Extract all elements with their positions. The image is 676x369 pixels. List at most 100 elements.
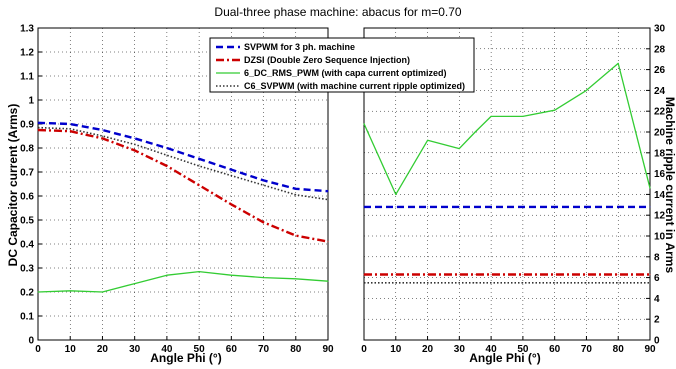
left-series-0-point — [69, 123, 71, 125]
right-series-3-point — [426, 282, 429, 284]
left-series-2-point — [327, 280, 329, 282]
right-y-tick-label: 2 — [654, 315, 660, 326]
right-series-0-point — [585, 206, 588, 208]
right-series-1-point — [522, 273, 524, 276]
right-y-tick-label: 4 — [654, 294, 660, 305]
left-series-3-point — [198, 165, 200, 167]
right-x-tick-label: 0 — [361, 344, 367, 355]
left-series-0-point — [198, 158, 200, 160]
left-series-0-point — [134, 137, 136, 139]
left-y-tick-label: 0.6 — [20, 192, 34, 203]
left-series-2-point — [230, 274, 232, 276]
right-x-tick-label: 80 — [613, 344, 625, 355]
right-series-3-point — [395, 282, 397, 284]
right-series-2-point — [490, 115, 492, 117]
left-series-2-point — [166, 274, 168, 276]
left-y-tick-label: 0.1 — [20, 312, 34, 323]
right-x-tick-label: 50 — [517, 344, 529, 355]
left-y-tick-label: 0.7 — [20, 168, 34, 179]
left-y-tick-label: 0.8 — [20, 144, 34, 155]
left-series-1-point — [198, 184, 200, 186]
left-series-3-point — [262, 184, 265, 186]
legend-label-1: DZSI (Double Zero Sequence Injection) — [244, 55, 410, 65]
left-series-0-point — [101, 129, 104, 131]
left-x-tick-label: 40 — [161, 344, 173, 355]
left-plot-frame — [37, 27, 329, 341]
left-series-0-point — [262, 179, 265, 181]
left-plot: 0 10 20 30 40 50 60 70 80 90 0 0.1 0.2 0.3 0.4 0.5 0.6 0.… — [20, 24, 334, 356]
left-y-tick-label: 0.4 — [20, 240, 34, 251]
right-y-tick-label: 8 — [654, 252, 660, 263]
right-x-tick-label: 60 — [549, 344, 561, 355]
left-y-tick-label: 0.5 — [20, 216, 34, 227]
left-y-tick-label: 1 — [28, 96, 34, 107]
left-series-3-point — [101, 135, 104, 137]
right-x-tick-label: 10 — [390, 344, 402, 355]
legend-label-0: SVPWM for 3 ph. machine — [244, 42, 355, 52]
right-series-1-point — [395, 273, 397, 276]
right-x-tick-label: 70 — [581, 344, 593, 355]
right-series-3-point — [649, 282, 651, 284]
right-series-1-point — [585, 273, 588, 276]
right-x-axis-label: Angle Phi (°) — [469, 351, 540, 365]
left-series-3-point — [69, 128, 71, 130]
right-y-tick-label: 26 — [654, 65, 666, 76]
left-series-line-1 — [37, 128, 329, 243]
right-y-tick-label: 16 — [654, 169, 666, 180]
right-series-1-point — [649, 273, 651, 276]
right-series-0-point — [395, 206, 397, 208]
left-series-3-point — [37, 127, 39, 129]
right-series-3-point — [617, 282, 619, 284]
right-y-tick-label: 12 — [654, 211, 666, 222]
right-series-1-point — [458, 273, 460, 276]
right-series-2-point — [522, 115, 524, 117]
right-series-3-point — [522, 282, 524, 284]
left-series-0-point — [327, 190, 329, 192]
left-series-3-point — [327, 199, 329, 201]
left-x-tick-label: 30 — [129, 344, 141, 355]
right-series-0-point — [554, 206, 556, 208]
right-series-3-point — [490, 282, 492, 284]
left-x-tick-label: 10 — [65, 344, 77, 355]
legend-label-3: C6_SVPWM (with machine current ripple op… — [244, 81, 465, 91]
left-series-3-point — [166, 154, 168, 156]
right-series-0-point — [474, 206, 476, 208]
left-x-axis-label: Angle Phi (°) — [150, 351, 221, 365]
right-series-2-point — [585, 89, 588, 91]
legend-box — [209, 37, 475, 93]
right-series-1-point — [617, 273, 619, 276]
right-series-3-point — [554, 282, 556, 284]
left-series-3-point — [230, 175, 232, 177]
right-series-3-point — [474, 282, 476, 284]
left-series-2-point — [69, 290, 71, 292]
right-x-tick-label: 30 — [454, 344, 466, 355]
right-series-2-point — [426, 139, 429, 141]
right-series-0-point — [458, 206, 460, 208]
right-series-2-point — [649, 187, 651, 189]
right-y-axis-label: Machine ripple current in Arms — [663, 97, 676, 274]
right-y-tick-label: 28 — [654, 44, 666, 55]
left-x-tick-label: 80 — [290, 344, 302, 355]
right-series-2-point — [554, 109, 556, 111]
left-series-2-point — [295, 278, 297, 280]
left-series-line-3 — [37, 126, 329, 201]
legend: SVPWM for 3 ph. machine DZSI (Double Zero… — [209, 37, 475, 93]
right-y-tick-label: 0 — [654, 336, 660, 347]
left-series-0-point — [37, 122, 39, 124]
right-series-0-point — [617, 206, 619, 208]
left-y-tick-label: 1.1 — [20, 72, 34, 83]
right-y-tick-label: 6 — [654, 273, 660, 284]
right-plot-frame — [363, 27, 651, 341]
right-series-2-point — [617, 62, 619, 64]
right-series-3-point — [363, 282, 365, 284]
left-series-2-point — [134, 283, 136, 285]
right-series-2-point — [395, 193, 397, 195]
right-series-1-point — [490, 273, 492, 276]
left-y-tick-label: 0.3 — [20, 264, 34, 275]
left-series-1-point — [101, 137, 104, 139]
left-series-3-point — [134, 143, 136, 145]
left-series-2-point — [198, 271, 200, 273]
right-series-1-point — [426, 273, 429, 276]
right-y-tick-label: 18 — [654, 148, 666, 159]
right-y-tick-label: 20 — [654, 128, 666, 139]
